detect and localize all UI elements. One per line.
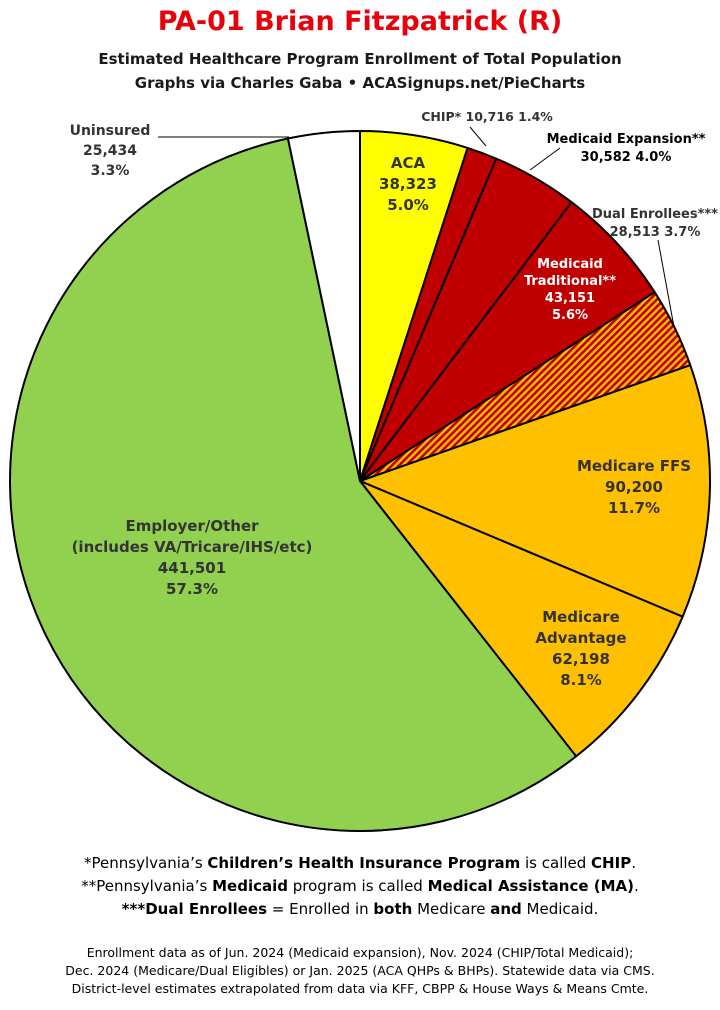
data-label-medicaid-traditional: Medicaid Traditional** 43,151 5.6% <box>524 257 616 323</box>
data-label-aca: ACA 38,323 5.0% <box>379 154 437 214</box>
data-label-chip: CHIP* 10,716 1.4% <box>421 109 553 124</box>
source-line: Dec. 2024 (Medicare/Dual Eligibles) or J… <box>65 963 655 978</box>
footnote-dual: ***Dual Enrollees = Enrolled in both Med… <box>121 900 599 918</box>
leader-line-medicaid-expansion <box>529 147 561 171</box>
pie-slice-employer-other-includes-va-tricare-ihs-etc <box>9 137 578 832</box>
chart-title: PA-01 Brian Fitzpatrick (R) <box>157 6 563 37</box>
pie-slice-medicare-ffs <box>359 364 711 618</box>
pie-slice-medicare-advantage <box>359 480 684 758</box>
data-label-medicare-advantage: Medicare Advantage 62,198 8.1% <box>535 608 626 689</box>
data-label-uninsured: Uninsured 25,434 3.3% <box>70 123 151 179</box>
data-label-dual-enrollees: Dual Enrollees*** 28,513 3.7% <box>592 207 718 240</box>
pie-slice-uninsured <box>286 130 361 482</box>
data-label-medicaid-expansion: Medicaid Expansion** 30,582 4.0% <box>547 132 706 165</box>
data-sources: Enrollment data as of Jun. 2024 (Medicai… <box>0 944 720 998</box>
source-line: Enrollment data as of Jun. 2024 (Medicai… <box>86 945 634 960</box>
footnote-chip: *Pennsylvania’s Children’s Health Insura… <box>84 854 636 872</box>
leader-line-chip <box>469 126 487 147</box>
chart-subtitle: Estimated Healthcare Program Enrollment … <box>98 50 622 68</box>
footnotes: *Pennsylvania’s Children’s Health Insura… <box>0 852 720 921</box>
leader-line-dual-enrollees <box>657 239 675 328</box>
footnote-medicaid: **Pennsylvania’s Medicaid program is cal… <box>81 877 639 895</box>
source-line: District-level estimates extrapolated fr… <box>71 981 649 996</box>
chart-credit: Graphs via Charles Gaba • ACASignups.net… <box>134 74 586 92</box>
data-label-employer-other-includes-va-tricare-ihs-etc: Employer/Other (includes VA/Tricare/IHS/e… <box>72 517 313 598</box>
data-label-medicare-ffs: Medicare FFS 90,200 11.7% <box>577 457 691 517</box>
